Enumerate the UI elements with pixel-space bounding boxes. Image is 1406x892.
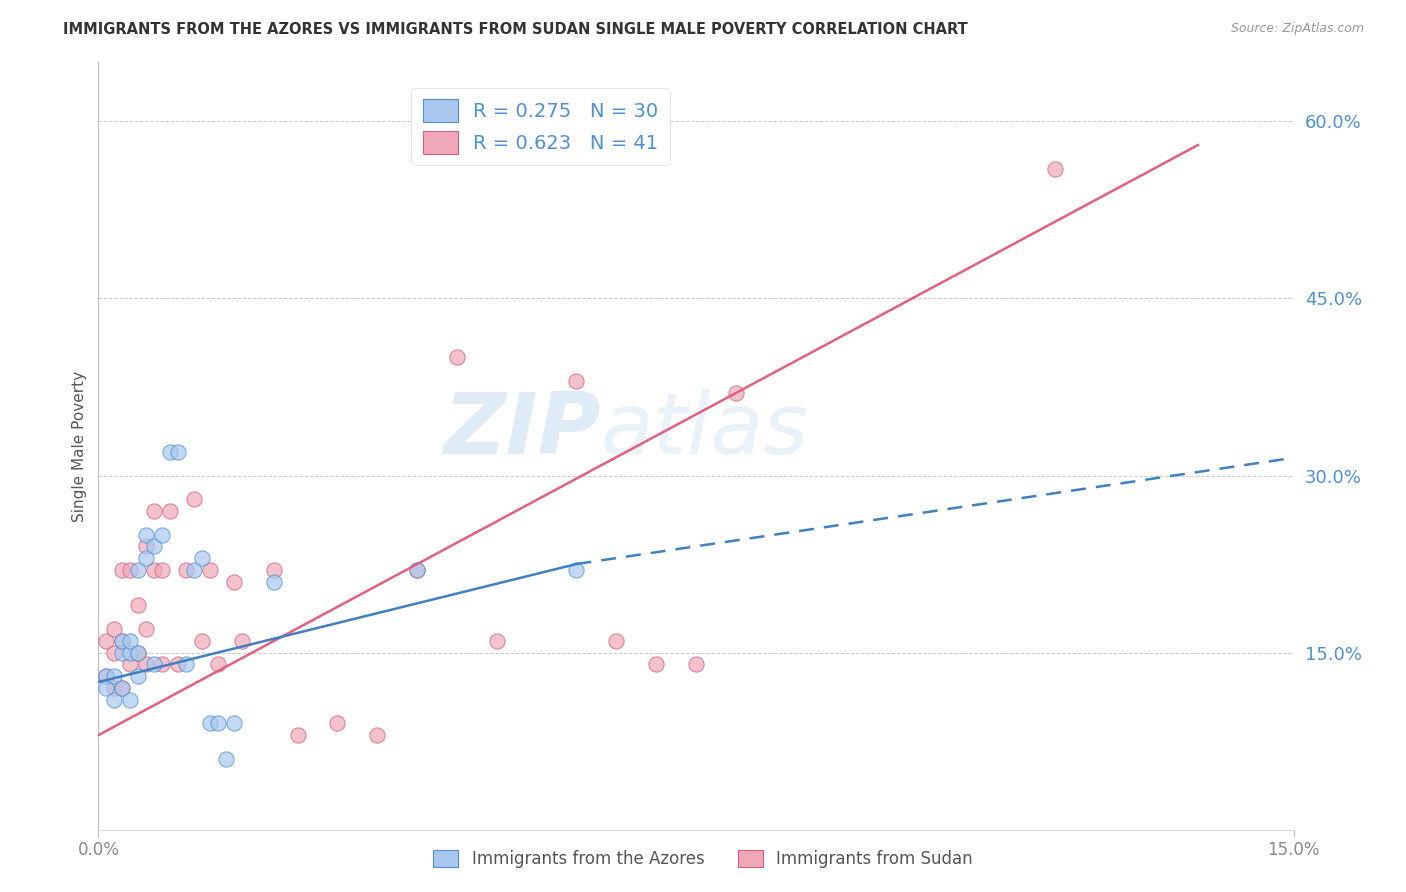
Point [120,646,142,660]
Point [120,563,142,577]
Point [174,563,197,577]
Point [135,657,157,672]
Point [222,716,245,731]
Point [198,716,221,731]
Point [103,692,125,706]
Point [96,669,118,683]
Legend: R = 0.275   N = 30, R = 0.623   N = 41: R = 0.275 N = 30, R = 0.623 N = 41 [411,87,671,166]
Point [645,657,668,672]
Point [207,657,229,672]
Point [446,351,468,365]
Point [111,681,134,695]
Point [150,563,173,577]
Point [287,728,309,742]
Point [565,374,588,388]
Point [366,728,388,742]
Point [198,563,221,577]
Point [111,633,134,648]
Point [724,385,747,400]
Point [150,527,173,541]
Point [96,633,118,648]
Point [111,646,134,660]
Point [191,551,214,566]
Point [406,563,429,577]
Point [127,669,149,683]
Text: atlas: atlas [600,389,808,472]
Point [565,563,588,577]
Point [96,681,118,695]
Point [485,633,508,648]
Legend: Immigrants from the Azores, Immigrants from Sudan: Immigrants from the Azores, Immigrants f… [426,843,980,875]
Point [150,657,173,672]
Point [191,633,214,648]
Y-axis label: Single Male Poverty: Single Male Poverty [72,370,87,522]
Point [174,657,197,672]
Point [167,445,190,459]
Point [120,692,142,706]
Point [263,563,285,577]
Point [183,492,205,507]
Point [159,445,181,459]
Point [215,752,238,766]
Point [120,633,142,648]
Point [135,622,157,636]
Point [1043,161,1066,176]
Point [127,646,149,660]
Text: ZIP: ZIP [443,389,600,472]
Point [159,504,181,518]
Text: Source: ZipAtlas.com: Source: ZipAtlas.com [1230,22,1364,36]
Point [143,504,166,518]
Point [127,563,149,577]
Point [167,657,190,672]
Point [222,574,245,589]
Point [143,539,166,553]
Point [231,633,253,648]
Point [143,657,166,672]
Point [127,599,149,613]
Point [263,574,285,589]
Point [103,622,125,636]
Text: IMMIGRANTS FROM THE AZORES VS IMMIGRANTS FROM SUDAN SINGLE MALE POVERTY CORRELAT: IMMIGRANTS FROM THE AZORES VS IMMIGRANTS… [63,22,967,37]
Point [143,563,166,577]
Point [103,669,125,683]
Point [605,633,627,648]
Point [183,563,205,577]
Point [135,539,157,553]
Point [120,657,142,672]
Point [111,563,134,577]
Point [207,716,229,731]
Point [406,563,429,577]
Point [103,646,125,660]
Point [127,646,149,660]
Point [96,669,118,683]
Point [135,551,157,566]
Point [111,681,134,695]
Point [111,633,134,648]
Point [685,657,707,672]
Point [103,681,125,695]
Point [135,527,157,541]
Point [326,716,349,731]
